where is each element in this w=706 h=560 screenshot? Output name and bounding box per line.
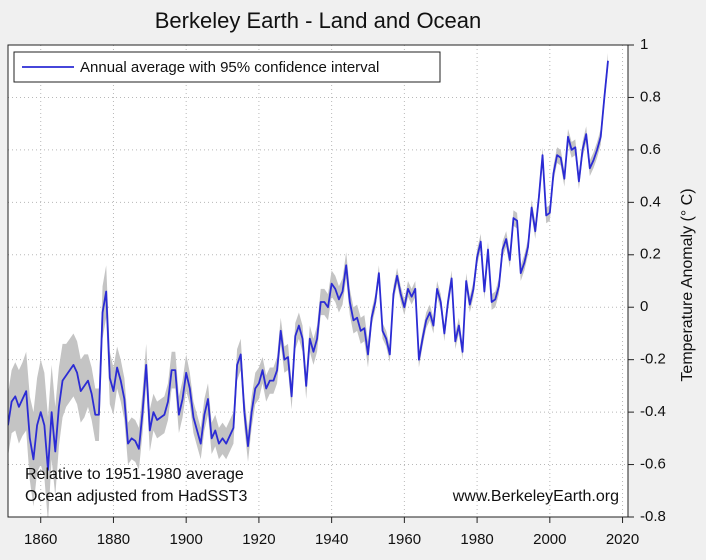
x-tick-label: 1860 [24, 531, 57, 548]
x-tick-label: 1960 [388, 531, 421, 548]
y-tick-label: -0.2 [640, 351, 666, 368]
legend-label: Annual average with 95% confidence inter… [80, 59, 379, 76]
x-tick-label: 1880 [97, 531, 130, 548]
series [8, 52, 609, 517]
confidence-band [8, 52, 608, 517]
y-tick-label: -0.8 [640, 508, 666, 525]
x-tick-label: 1900 [169, 531, 202, 548]
y-tick-label: 0.6 [640, 141, 661, 158]
plot-frame [7, 44, 629, 518]
annotation: Ocean adjusted from HadSST3 [25, 488, 247, 505]
chart-title: Berkeley Earth - Land and Ocean [155, 8, 482, 33]
y-tick-label: 0 [640, 298, 648, 315]
x-tick-label: 1940 [315, 531, 348, 548]
legend-box [13, 51, 441, 83]
x-tick-label: 1920 [242, 531, 275, 548]
y-tick-label: 1 [640, 36, 648, 53]
y-tick-label: -0.4 [640, 403, 666, 420]
y-axis-label: Temperature Anomaly (° C) [679, 188, 696, 381]
x-tick-label: 2020 [606, 531, 639, 548]
annotation: Relative to 1951-1980 average [25, 466, 244, 483]
x-tick-label: 2000 [533, 531, 566, 548]
y-tick-label: 0.2 [640, 246, 661, 263]
y-tick-label: 0.4 [640, 193, 661, 210]
x-tick-label: 1980 [460, 531, 493, 548]
y-tick-label: 0.8 [640, 88, 661, 105]
plot-area [8, 45, 628, 517]
y-tick-label: -0.6 [640, 456, 666, 473]
line [8, 60, 609, 471]
annotation: www.BerkeleyEarth.org [452, 488, 619, 505]
